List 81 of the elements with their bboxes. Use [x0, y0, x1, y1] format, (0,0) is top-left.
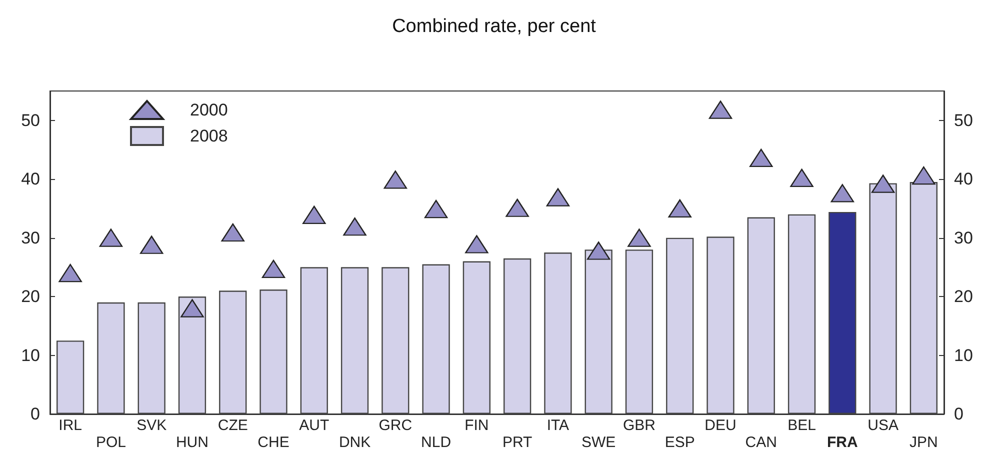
bar — [97, 302, 125, 414]
point — [384, 170, 408, 189]
y2-tick-label: 40 — [954, 170, 973, 189]
x-tick-label: NLD — [421, 434, 452, 451]
point — [424, 200, 448, 218]
y2-tick-label: 0 — [954, 404, 964, 424]
x-tick-label: SVK — [136, 417, 167, 434]
x-tick-label: JPN — [910, 434, 938, 451]
chart-title: Combined rate, per cent — [392, 16, 597, 37]
x-tick-label: PRT — [502, 434, 532, 451]
bar — [544, 252, 572, 414]
y-tick-label: 0 — [30, 404, 40, 424]
bar — [382, 267, 410, 414]
x-tick-label: POL — [96, 434, 126, 451]
bar — [706, 236, 734, 414]
point — [871, 174, 895, 193]
y-tick-label: 30 — [21, 228, 40, 248]
point — [790, 168, 814, 188]
bar — [56, 340, 84, 414]
y2-tick-label: 30 — [954, 228, 973, 248]
y-tick-label: 10 — [21, 346, 40, 365]
x-tick-label: CAN — [745, 434, 777, 451]
y-tick-label: 20 — [21, 287, 40, 306]
x-tick-label: CHE — [258, 434, 290, 451]
bar — [178, 296, 206, 414]
bar — [300, 267, 328, 414]
x-tick-label: ITA — [546, 417, 570, 434]
bar — [462, 261, 490, 414]
bar — [260, 290, 288, 414]
bar — [910, 182, 938, 414]
point — [912, 166, 936, 185]
bar — [666, 238, 694, 414]
bar — [869, 183, 897, 414]
point — [546, 188, 570, 206]
point — [830, 184, 854, 202]
point — [99, 228, 123, 247]
point — [180, 299, 204, 318]
x-tick-label: GRC — [378, 417, 412, 434]
legend-label: 2000 — [190, 100, 228, 120]
y2-tick-label: 50 — [954, 110, 973, 130]
bar — [828, 212, 856, 414]
bar — [504, 258, 532, 414]
point — [343, 218, 366, 236]
y-tick-label: 40 — [21, 170, 40, 189]
y2-tick-label: 10 — [954, 346, 973, 365]
x-tick-label: FIN — [464, 417, 489, 434]
point — [302, 206, 326, 224]
point — [750, 148, 773, 168]
x-tick-label: CZE — [218, 417, 248, 434]
point — [668, 199, 692, 218]
point — [221, 223, 244, 242]
bar — [340, 267, 369, 414]
x-tick-label: BEL — [788, 417, 816, 434]
x-tick-label: GBR — [622, 417, 656, 434]
bar — [138, 302, 166, 414]
bar — [219, 290, 247, 414]
point — [465, 235, 488, 254]
point — [628, 228, 651, 247]
x-tick-label: SWE — [582, 434, 616, 451]
bar — [422, 264, 450, 414]
point — [58, 264, 82, 282]
x-tick-label: USA — [868, 417, 898, 434]
x-tick-label: FRA — [826, 434, 858, 451]
bar — [788, 214, 816, 414]
bar — [747, 217, 775, 414]
y-tick-label: 50 — [21, 110, 40, 130]
x-tick-label: DEU — [704, 417, 736, 434]
legend-label: 2008 — [190, 126, 228, 146]
x-tick-label: ESP — [664, 434, 695, 451]
point — [262, 260, 286, 278]
x-tick-label: IRL — [58, 417, 82, 434]
point — [708, 100, 732, 119]
point — [140, 236, 164, 254]
x-tick-label: AUT — [299, 417, 330, 434]
y2-tick-label: 20 — [954, 287, 973, 306]
x-tick-label: DNK — [338, 434, 371, 451]
bar — [584, 250, 612, 414]
x-tick-label: HUN — [176, 434, 208, 451]
point — [586, 242, 610, 260]
point — [506, 198, 529, 217]
bar — [625, 250, 654, 414]
